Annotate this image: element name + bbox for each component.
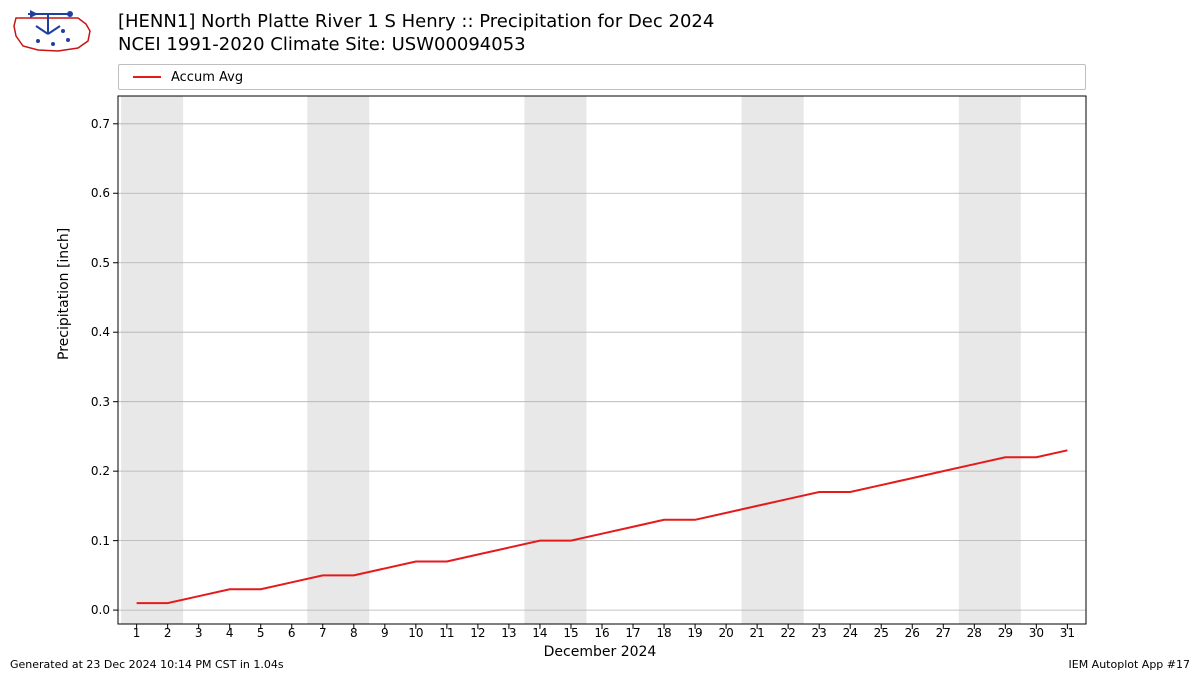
- ytick-label: 0.3: [70, 395, 110, 409]
- xtick-label: 10: [408, 626, 423, 640]
- ytick-label: 0.6: [70, 186, 110, 200]
- xtick-label: 3: [195, 626, 203, 640]
- ytick-label: 0.5: [70, 256, 110, 270]
- ytick-label: 0.0: [70, 603, 110, 617]
- ytick-label: 0.1: [70, 534, 110, 548]
- xtick-label: 5: [257, 626, 265, 640]
- xtick-label: 28: [967, 626, 982, 640]
- xtick-label: 24: [843, 626, 858, 640]
- iem-logo: [8, 6, 98, 56]
- xtick-label: 21: [749, 626, 764, 640]
- xtick-label: 20: [718, 626, 733, 640]
- xtick-label: 23: [812, 626, 827, 640]
- legend-label: Accum Avg: [171, 70, 243, 85]
- xtick-label: 4: [226, 626, 234, 640]
- xtick-label: 8: [350, 626, 358, 640]
- xtick-label: 31: [1060, 626, 1075, 640]
- chart-title: [HENN1] North Platte River 1 S Henry :: …: [118, 10, 714, 57]
- xtick-label: 22: [781, 626, 796, 640]
- xtick-label: 14: [532, 626, 547, 640]
- xtick-label: 26: [905, 626, 920, 640]
- xtick-label: 19: [687, 626, 702, 640]
- xtick-label: 12: [470, 626, 485, 640]
- xtick-label: 13: [501, 626, 516, 640]
- xtick-label: 30: [1029, 626, 1044, 640]
- title-line2: NCEI 1991-2020 Climate Site: USW00094053: [118, 33, 714, 56]
- legend-swatch: [133, 76, 161, 78]
- ytick-label: 0.2: [70, 464, 110, 478]
- xtick-label: 27: [936, 626, 951, 640]
- xtick-label: 18: [656, 626, 671, 640]
- xtick-label: 9: [381, 626, 389, 640]
- xtick-label: 25: [874, 626, 889, 640]
- xtick-label: 11: [439, 626, 454, 640]
- xtick-label: 1: [133, 626, 141, 640]
- xtick-label: 16: [594, 626, 609, 640]
- xtick-label: 2: [164, 626, 172, 640]
- legend: Accum Avg: [118, 64, 1086, 90]
- footer-generated: Generated at 23 Dec 2024 10:14 PM CST in…: [10, 658, 284, 671]
- xtick-label: 17: [625, 626, 640, 640]
- title-line1: [HENN1] North Platte River 1 S Henry :: …: [118, 10, 714, 33]
- xtick-label: 29: [998, 626, 1013, 640]
- y-axis-label: Precipitation [inch]: [56, 228, 72, 360]
- ytick-label: 0.4: [70, 325, 110, 339]
- xtick-label: 15: [563, 626, 578, 640]
- xtick-label: 7: [319, 626, 327, 640]
- chart-plot: [118, 96, 1086, 624]
- ytick-label: 0.7: [70, 117, 110, 131]
- footer-app: IEM Autoplot App #17: [1069, 658, 1191, 671]
- xtick-label: 6: [288, 626, 296, 640]
